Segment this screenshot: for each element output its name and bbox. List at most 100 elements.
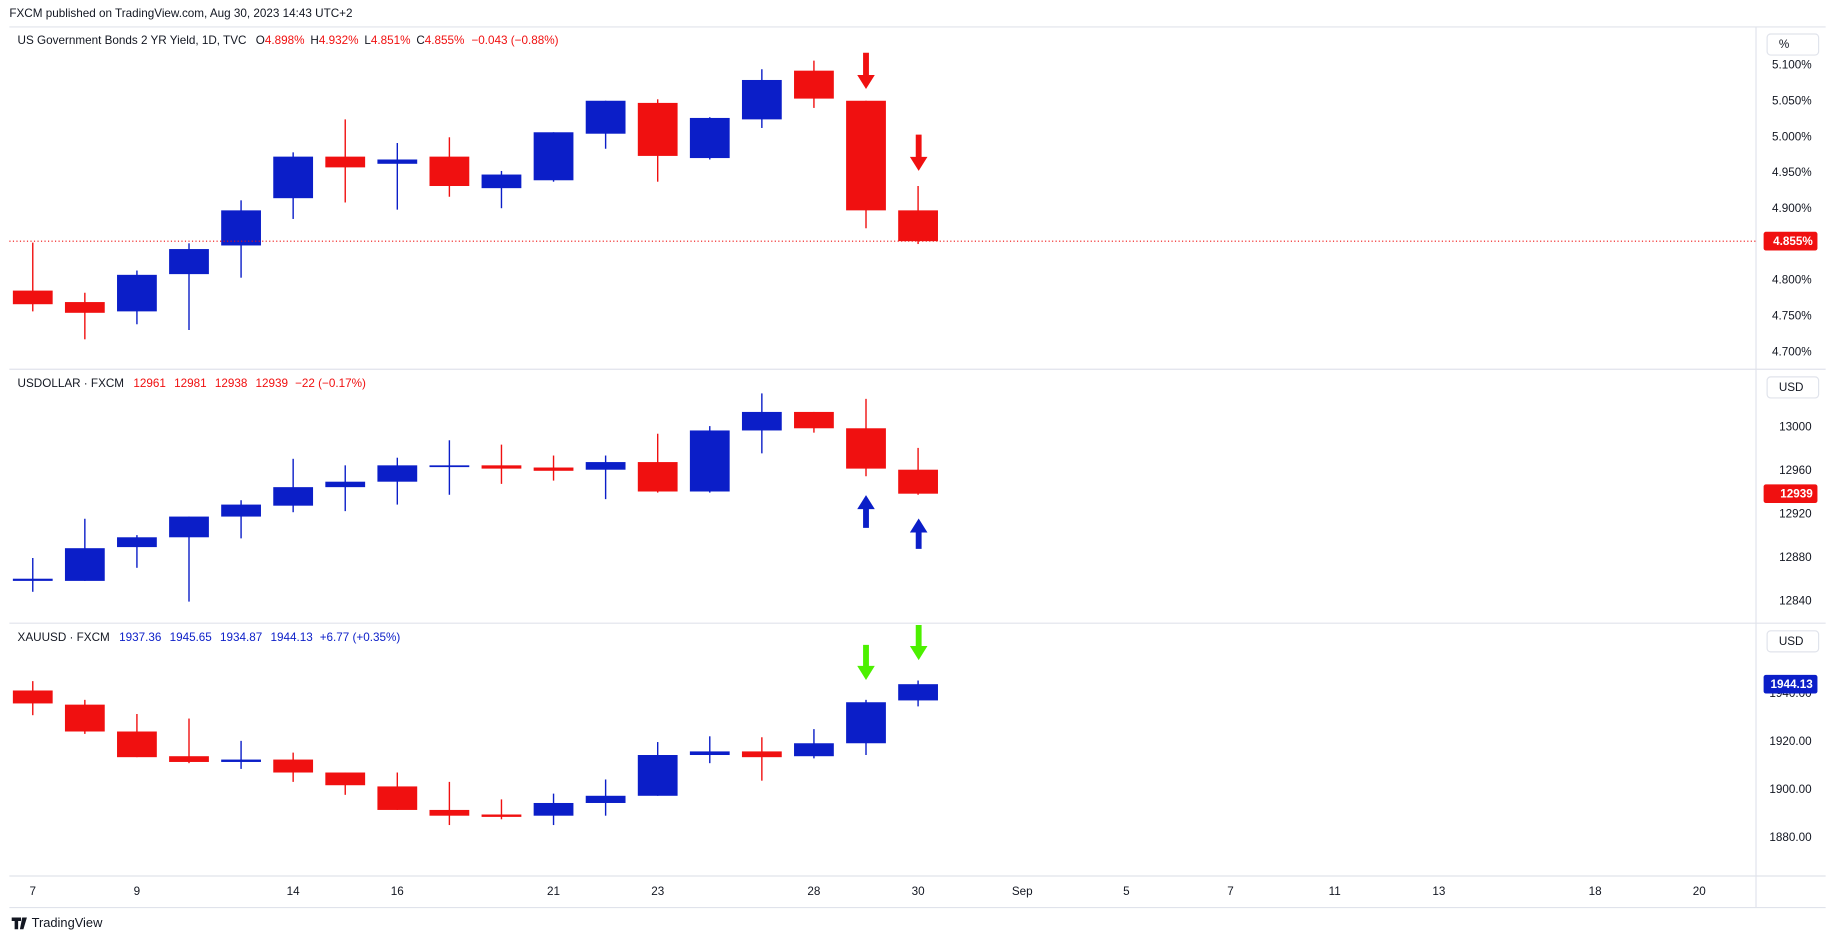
- price-tag: [1763, 231, 1818, 251]
- annotation-arrow: [909, 518, 928, 549]
- candle-body: [689, 117, 730, 159]
- y-tick-label: 1900.00: [1769, 783, 1812, 796]
- legend: US Government Bonds 2 YR Yield, 1D, TVC O…: [18, 34, 559, 47]
- candle-body: [741, 411, 782, 431]
- y-tick-label: 1920.00: [1769, 735, 1812, 748]
- x-tick-label: 7: [1227, 885, 1234, 898]
- candle-body: [117, 274, 157, 312]
- logo-icon: [11, 917, 27, 930]
- candle-body: [64, 704, 105, 732]
- annotation-arrow: [909, 134, 928, 171]
- x-tick-label: 30: [912, 885, 926, 898]
- y-tick-label: 5.100%: [1772, 59, 1812, 72]
- footer: TradingView: [32, 915, 103, 930]
- legend-value: 1934.87: [220, 631, 262, 644]
- y-tick-label: 12920: [1779, 507, 1812, 520]
- candle-body: [481, 465, 522, 469]
- y-tick-label: 5.000%: [1772, 130, 1812, 143]
- candle-body: [169, 516, 209, 538]
- legend-change: +6.77 (+0.35%): [320, 631, 401, 644]
- candle-body: [637, 462, 678, 492]
- legend-change: −22 (−0.17%): [295, 377, 366, 390]
- annotation-arrow: [857, 644, 875, 680]
- candle-body: [689, 430, 730, 492]
- x-tick-label: Sep: [1012, 885, 1033, 898]
- candle-body: [846, 702, 886, 744]
- unit-label: %: [1779, 38, 1789, 51]
- annotation-arrow: [857, 52, 875, 89]
- candle-body: [585, 462, 626, 470]
- x-tick-label: 28: [807, 885, 820, 898]
- legend-value: 4.851%: [371, 34, 411, 47]
- candle-body: [898, 469, 938, 494]
- x-tick-label: 7: [30, 885, 37, 898]
- legend-key: O: [256, 34, 265, 47]
- x-tick-label: 16: [391, 885, 404, 898]
- y-tick-label: 4.800%: [1772, 274, 1812, 287]
- y-tick-label: 5.050%: [1772, 95, 1812, 108]
- annotation-arrow: [857, 495, 875, 528]
- x-tick-label: 20: [1693, 885, 1706, 898]
- x-tick-label: 23: [651, 885, 664, 898]
- candle-body: [794, 743, 834, 757]
- candle-body: [689, 751, 730, 756]
- legend-value: 12981: [174, 377, 207, 390]
- x-tick-label: 11: [1329, 885, 1341, 898]
- candle-body: [533, 467, 574, 471]
- y-tick-label: 12960: [1779, 464, 1812, 477]
- legend-value: 4.932%: [319, 34, 359, 47]
- x-tick-label: 13: [1432, 885, 1445, 898]
- candle-body: [325, 156, 366, 168]
- candle-body: [221, 504, 261, 517]
- legend-key: H: [310, 34, 318, 47]
- y-tick-label: 13000: [1779, 420, 1812, 433]
- candle-body: [325, 481, 366, 488]
- candle-body: [64, 548, 105, 581]
- x-tick-label: 18: [1589, 885, 1602, 898]
- unit-label: USD: [1779, 381, 1804, 394]
- candle-body: [585, 100, 626, 134]
- candle-body: [741, 79, 782, 120]
- legend-name: US Government Bonds 2 YR Yield, 1D, TVC: [18, 34, 247, 47]
- candle-body: [169, 756, 209, 762]
- candle-body: [898, 210, 938, 242]
- unit-box: [1766, 376, 1820, 399]
- x-tick-label: 5: [1123, 885, 1130, 898]
- candle-body: [273, 156, 314, 199]
- y-tick-label: 4.900%: [1772, 202, 1812, 215]
- y-tick-label: 1880.00: [1769, 831, 1812, 844]
- legend-value: 1937.36: [119, 631, 161, 644]
- candle-body: [481, 174, 522, 189]
- candle-body: [12, 690, 53, 704]
- candle-body: [273, 487, 314, 506]
- legend-value: 1945.65: [170, 631, 213, 644]
- candle-body: [846, 428, 886, 469]
- y-tick-label: 4.750%: [1772, 309, 1812, 322]
- candle-body: [533, 802, 574, 816]
- legend-name: USDOLLAR · FXCM: [18, 377, 125, 390]
- legend-key: L: [364, 34, 371, 47]
- candle-body: [117, 731, 157, 758]
- legend: XAUUSD · FXCM 1937.36 1945.65 1934.87 1944.1…: [18, 631, 401, 644]
- y-tick-label: 4.950%: [1772, 166, 1812, 179]
- candle-body: [221, 210, 261, 246]
- header: FXCM published on TradingView.com, Aug 3…: [9, 7, 352, 20]
- candle-body: [585, 795, 626, 803]
- candle-body: [794, 411, 834, 429]
- price-tag-label: 12939: [1780, 487, 1813, 500]
- y-tick-label: 12880: [1779, 551, 1812, 564]
- unit-label: USD: [1779, 635, 1804, 648]
- candle-body: [741, 751, 782, 758]
- price-tag-label: 1944.13: [1771, 678, 1814, 691]
- legend-value: 1944.13: [270, 631, 312, 644]
- candle-body: [794, 70, 834, 99]
- price-tag: [1763, 484, 1818, 504]
- candle-body: [377, 786, 418, 810]
- candle-body: [12, 578, 53, 581]
- candle-body: [846, 100, 886, 211]
- price-tag: [1763, 674, 1818, 694]
- legend-change: −0.043 (−0.88%): [471, 34, 558, 47]
- candle-body: [325, 772, 366, 786]
